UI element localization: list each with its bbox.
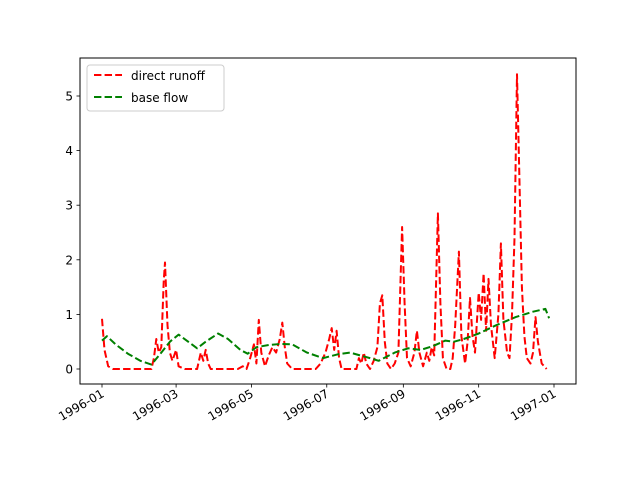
legend: direct runoff base flow: [86, 64, 225, 112]
y-tick-label: 3: [65, 199, 73, 213]
series-line-base-flow: [101, 307, 551, 366]
axes-frame: [79, 57, 577, 385]
y-tick-label: 0: [65, 363, 73, 377]
plot-lines: [101, 73, 551, 370]
series-line-direct-runoff: [101, 73, 548, 370]
y-tick-label: 4: [65, 144, 73, 158]
y-tick-label: 1: [65, 308, 73, 322]
y-tick-label: 5: [65, 90, 73, 104]
legend-label-direct-runoff: direct runoff: [131, 69, 206, 83]
y-tick-label: 2: [65, 253, 73, 267]
y-axis: 0 1 2 3 4 5: [65, 90, 80, 377]
legend-box: [86, 64, 225, 112]
legend-label-base-flow: base flow: [131, 91, 188, 105]
